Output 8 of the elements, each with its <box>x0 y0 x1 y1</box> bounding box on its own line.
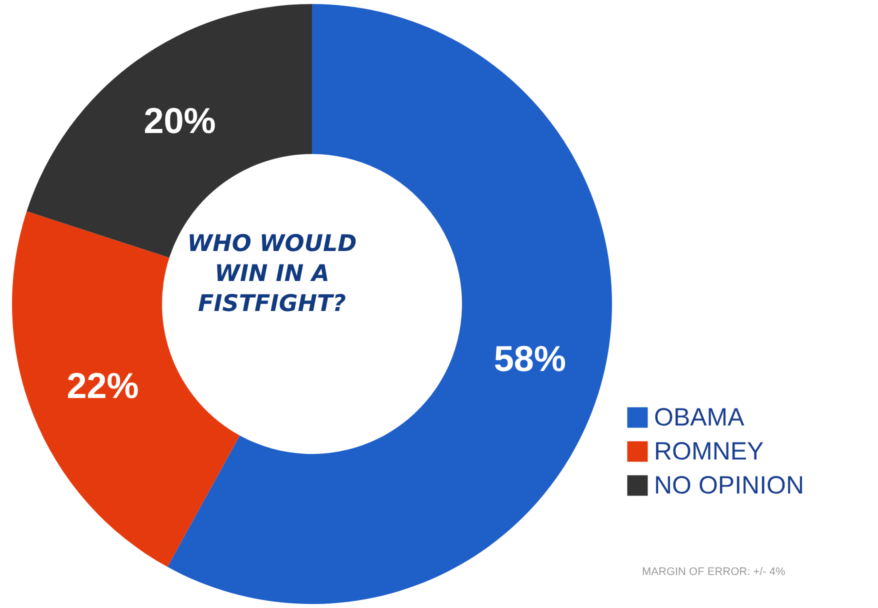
data-label: 22% <box>66 364 139 406</box>
legend-label: NO OPINION <box>654 472 804 500</box>
data-label: 58% <box>494 338 566 379</box>
data-label: 20% <box>144 100 216 141</box>
text: MARGIN OF ERROR: +/- 4% <box>642 566 786 578</box>
legend-label: OBAMA <box>654 404 745 432</box>
text: WHO WOULD WIN IN A FISTFIGHT? <box>187 231 357 317</box>
legend-label: ROMNEY <box>654 438 764 466</box>
